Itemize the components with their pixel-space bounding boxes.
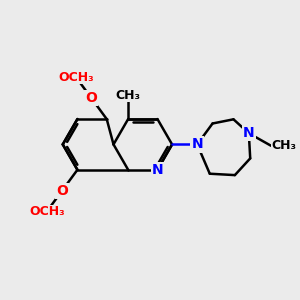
- Text: OCH₃: OCH₃: [58, 71, 94, 84]
- Text: O: O: [85, 91, 97, 105]
- Text: O: O: [56, 184, 68, 198]
- Text: N: N: [191, 137, 203, 152]
- Text: OCH₃: OCH₃: [29, 205, 64, 218]
- Text: CH₃: CH₃: [116, 89, 141, 102]
- Text: N: N: [152, 163, 163, 177]
- Text: CH₃: CH₃: [271, 139, 296, 152]
- Text: N: N: [243, 126, 255, 140]
